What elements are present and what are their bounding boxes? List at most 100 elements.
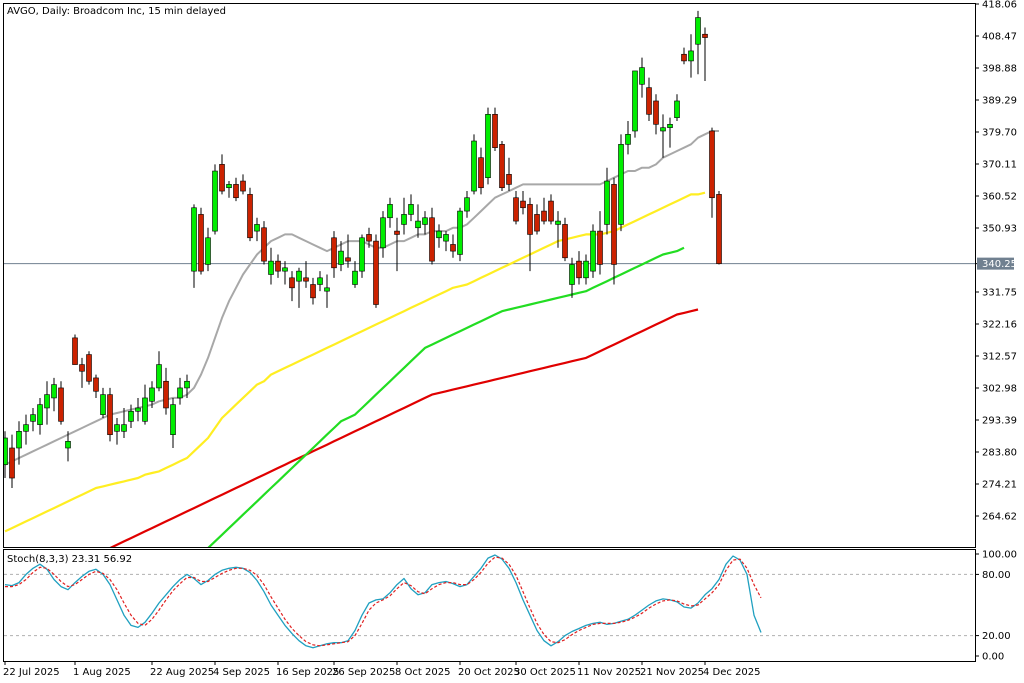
candle xyxy=(184,374,190,398)
candle xyxy=(506,157,512,192)
candle xyxy=(296,267,302,308)
candle xyxy=(170,397,176,448)
candle xyxy=(611,177,617,285)
candle-body-up xyxy=(317,277,323,285)
current-price-label: 340.25 xyxy=(982,259,1017,270)
price-tick-label: 370.11 xyxy=(982,160,1017,171)
candle xyxy=(492,107,498,152)
candle xyxy=(429,207,435,265)
candle-body-up xyxy=(324,287,330,292)
candle xyxy=(709,127,715,218)
candle-body-down xyxy=(611,184,617,265)
candle-body-up xyxy=(37,404,43,425)
candle-body-up xyxy=(625,134,631,145)
candle-body-down xyxy=(716,194,722,264)
candle xyxy=(569,257,575,298)
candle-body-down xyxy=(478,157,484,189)
candle xyxy=(485,107,491,185)
candle-body-up xyxy=(555,220,561,225)
candle-body-down xyxy=(709,130,715,199)
candle-body-down xyxy=(93,377,99,392)
time-tick-label: 4 Dec 2025 xyxy=(703,667,761,678)
candle xyxy=(107,387,113,442)
candle xyxy=(548,194,554,225)
candle xyxy=(464,191,470,218)
candle-body-down xyxy=(681,53,687,62)
candle xyxy=(142,384,148,425)
candle xyxy=(436,224,442,248)
candle-body-down xyxy=(240,180,246,192)
candle xyxy=(632,70,638,138)
candle xyxy=(233,177,239,202)
candle xyxy=(688,34,694,78)
stoch-pane-frame xyxy=(3,549,976,662)
candle xyxy=(268,247,274,285)
candle xyxy=(16,421,22,465)
candle xyxy=(415,204,421,238)
stoch-tick-label: 100.00 xyxy=(982,550,1017,561)
candle xyxy=(373,234,379,308)
candle-body-down xyxy=(394,230,400,235)
candle-body-up xyxy=(436,230,442,239)
candle-body-up xyxy=(632,70,638,132)
candle-body-up xyxy=(212,170,218,232)
candle xyxy=(86,351,92,385)
candle-body-up xyxy=(408,204,414,215)
candle-body-down xyxy=(303,277,309,282)
candle-body-up xyxy=(569,264,575,285)
candle-body-up xyxy=(149,387,155,402)
candle xyxy=(618,134,624,232)
candle xyxy=(716,191,722,265)
candle-body-up xyxy=(639,67,645,85)
candle-body-up xyxy=(380,217,386,249)
candle xyxy=(128,404,134,428)
candle-body-up xyxy=(401,214,407,225)
candle xyxy=(534,204,540,235)
candle-body-down xyxy=(702,33,708,38)
candle xyxy=(156,351,162,392)
candle-body-up xyxy=(457,210,463,255)
candle xyxy=(478,147,484,195)
time-tick-label: 21 Nov 2025 xyxy=(640,667,704,678)
candle xyxy=(4,431,8,479)
time-tick-label: 30 Oct 2025 xyxy=(514,667,576,678)
candle xyxy=(667,117,673,148)
candle xyxy=(9,434,15,489)
candle-body-up xyxy=(177,387,183,399)
candle xyxy=(44,381,50,425)
candle xyxy=(639,57,645,98)
stoch-tick-label: 20.00 xyxy=(982,631,1011,642)
moving-average-green xyxy=(207,246,685,547)
time-tick-label: 16 Sep 2025 xyxy=(276,667,339,678)
candle xyxy=(121,407,127,438)
candle-body-up xyxy=(121,424,127,432)
candle xyxy=(562,217,568,262)
candle-body-down xyxy=(79,364,85,372)
candle-body-down xyxy=(331,237,337,269)
candle xyxy=(653,94,659,135)
candle-body-up xyxy=(44,394,50,409)
candle xyxy=(422,211,428,235)
time-tick-label: 22 Jul 2025 xyxy=(3,667,60,678)
candle xyxy=(345,234,351,268)
current-price-tag xyxy=(977,257,1014,270)
candle xyxy=(177,377,183,405)
candle-body-down xyxy=(275,260,281,272)
candle-body-up xyxy=(471,140,477,192)
candle-body-up xyxy=(205,237,211,265)
candle xyxy=(282,261,288,285)
candle-body-up xyxy=(443,234,449,242)
candle-body-down xyxy=(534,214,540,232)
price-tick-label: 322.16 xyxy=(982,320,1017,331)
stoch-main-line xyxy=(4,554,762,649)
candle-body-up xyxy=(618,144,624,225)
candle xyxy=(352,261,358,288)
candle-body-down xyxy=(366,234,372,242)
candle-body-up xyxy=(128,410,134,422)
candle-body-down xyxy=(541,210,547,222)
candle-body-down xyxy=(429,217,435,262)
candle xyxy=(408,194,414,222)
candle-body-up xyxy=(422,217,428,225)
candle xyxy=(394,217,400,272)
candle xyxy=(338,241,344,272)
